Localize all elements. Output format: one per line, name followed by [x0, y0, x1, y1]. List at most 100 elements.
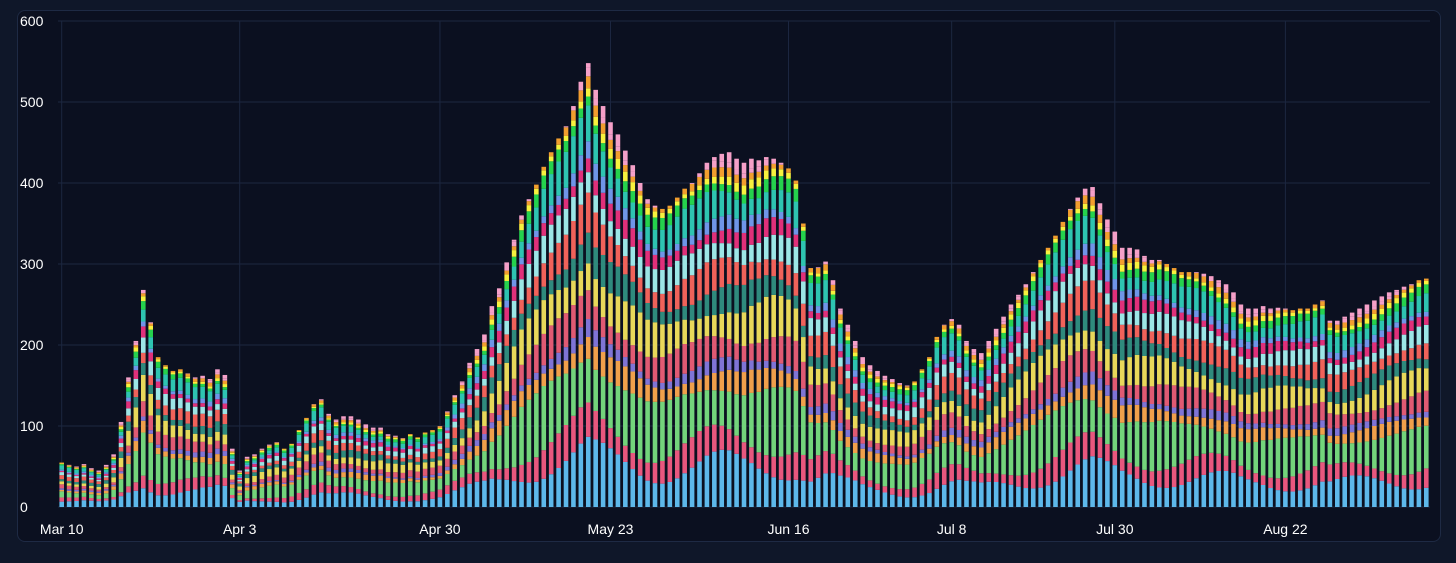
bar-segment: [185, 455, 191, 461]
bar-segment: [1082, 195, 1088, 204]
bar-segment: [222, 380, 228, 385]
bar-segment: [667, 399, 673, 457]
bar-segment: [1016, 343, 1021, 357]
bar-segment: [941, 329, 947, 332]
bar-segment: [482, 340, 487, 343]
bar-segment: [489, 312, 495, 316]
bar-segment: [244, 456, 250, 459]
bar-segment: [1364, 364, 1370, 378]
bar-segment: [749, 214, 754, 227]
bar-segment: [200, 456, 205, 463]
bar-segment: [155, 495, 161, 507]
bar-segment: [1423, 324, 1429, 344]
bar-segment: [585, 402, 591, 437]
bar-segment: [912, 424, 917, 431]
bar-segment: [979, 410, 984, 423]
bar-segment: [467, 377, 472, 389]
bar-segment: [897, 431, 903, 447]
bar-segment: [504, 262, 509, 267]
bar-segment: [304, 433, 309, 437]
bar-segment: [1216, 293, 1221, 298]
bar-segment: [593, 116, 598, 126]
bar-segment: [875, 418, 880, 429]
bar-segment: [1119, 360, 1125, 386]
bar-segment: [252, 469, 257, 473]
bar-segment: [608, 326, 613, 345]
bar-segment: [496, 479, 502, 507]
bar-segment: [1097, 361, 1103, 379]
bar-segment: [1105, 349, 1110, 371]
bar-segment: [1349, 329, 1355, 334]
bar-segment: [1394, 327, 1399, 340]
bar-segment: [445, 433, 450, 439]
bar-segment: [133, 340, 139, 343]
bar-segment: [941, 364, 947, 377]
bar-segment: [378, 446, 383, 451]
bar-segment: [927, 444, 932, 449]
bar-segment: [838, 323, 843, 328]
bar-segment: [148, 325, 154, 330]
bar-segment: [1216, 420, 1221, 432]
bar-segment: [823, 331, 828, 356]
bar-segment: [904, 489, 910, 498]
bar-segment: [623, 150, 628, 161]
bar-segment: [1349, 400, 1355, 414]
bar-segment: [660, 311, 665, 325]
bar-segment: [1171, 407, 1177, 414]
bar-segment: [1186, 408, 1192, 417]
bar-segment: [615, 196, 621, 211]
bar-segment: [1216, 431, 1221, 454]
bar-segment: [363, 429, 369, 433]
bar-segment: [1312, 346, 1318, 362]
bar-segment: [430, 443, 435, 447]
bar-segment: [793, 188, 799, 202]
bar-segment: [1401, 488, 1407, 507]
bar-segment: [1171, 385, 1177, 408]
bar-segment: [259, 450, 265, 453]
bar-segment: [326, 471, 331, 476]
bar-segment: [534, 481, 539, 507]
bar-segment: [1134, 384, 1140, 400]
bar-segment: [407, 434, 413, 436]
bar-segment: [289, 480, 294, 483]
bar-segment: [971, 365, 977, 378]
bar-segment: [482, 378, 487, 386]
bar-segment: [1394, 291, 1399, 295]
bar-segment: [882, 451, 888, 455]
bar-segment: [867, 374, 873, 379]
bar-segment: [652, 401, 658, 463]
bar-segment: [1342, 426, 1348, 435]
x-tick-label: May 23: [588, 521, 634, 537]
bar-segment: [852, 470, 858, 481]
bar-segment: [1008, 411, 1014, 423]
bar-segment: [793, 479, 799, 507]
bar-segment: [815, 273, 821, 277]
bar-segment: [1253, 428, 1259, 442]
bar-segment: [793, 273, 799, 296]
bar-segment: [1305, 364, 1310, 381]
bar-segment: [1320, 388, 1325, 402]
bar-segment: [1179, 307, 1184, 313]
bar-segment: [1075, 376, 1081, 389]
bar-segment: [430, 430, 435, 432]
bar-segment: [726, 312, 732, 339]
bar-segment: [140, 416, 146, 421]
bar-segment: [341, 472, 346, 478]
bar-segment: [1179, 366, 1184, 387]
bar-segment: [756, 391, 762, 453]
bar-segment: [890, 401, 895, 409]
bar-segment: [830, 453, 836, 474]
bar-segment: [1238, 428, 1244, 442]
bar-segment: [267, 458, 272, 463]
bar-segment: [882, 454, 888, 464]
bar-segment: [771, 259, 776, 277]
bar-segment: [1119, 385, 1125, 398]
bar-segment: [712, 183, 717, 191]
bar-segment: [608, 188, 613, 204]
bar-segment: [1164, 267, 1170, 272]
bar-segment: [1409, 418, 1414, 430]
bar-segment: [237, 472, 242, 473]
bar-segment: [815, 335, 821, 358]
bar-segment: [400, 496, 406, 502]
bar-segment: [133, 441, 139, 452]
